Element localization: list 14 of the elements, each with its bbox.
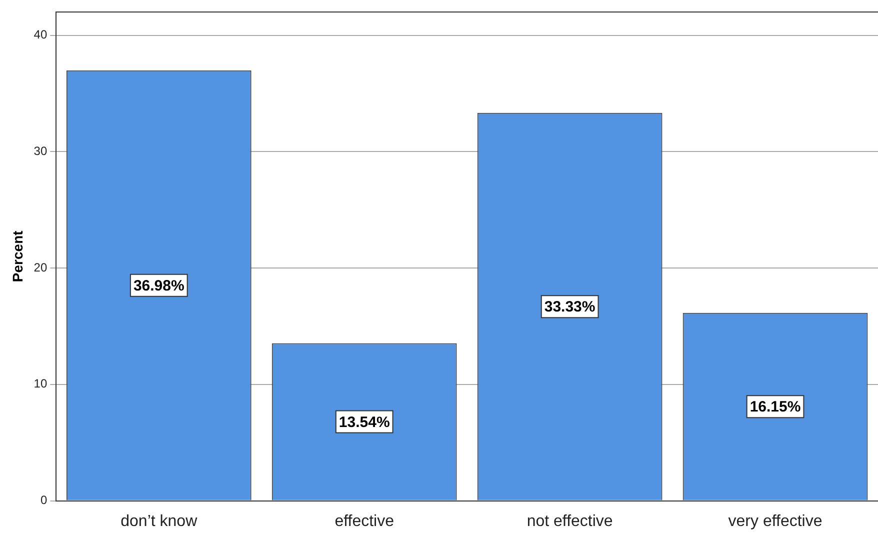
x-tick-label: don’t know: [120, 512, 198, 530]
y-tick-label: 10: [34, 376, 48, 391]
y-tick-label: 20: [34, 260, 48, 274]
x-tick-label: very effective: [728, 512, 822, 530]
x-tick-label: effective: [334, 512, 394, 530]
data-label: 33.33%: [544, 298, 596, 316]
data-label: 16.15%: [750, 398, 801, 416]
data-label: 13.54%: [338, 414, 390, 431]
x-tick-label: not effective: [526, 512, 613, 530]
y-tick-label: 30: [34, 144, 48, 158]
data-label: 36.98%: [133, 278, 184, 294]
y-tick-label: 0: [40, 493, 48, 508]
y-tick-label: 40: [34, 28, 48, 42]
y-axis-title: Percent: [9, 230, 26, 282]
